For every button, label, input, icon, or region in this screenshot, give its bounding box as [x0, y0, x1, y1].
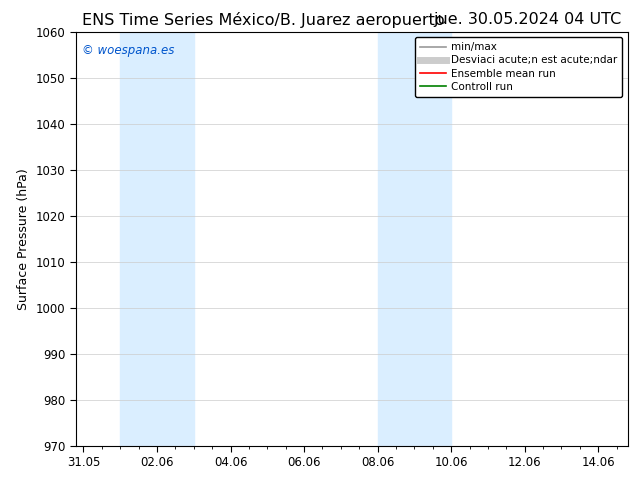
- Y-axis label: Surface Pressure (hPa): Surface Pressure (hPa): [17, 168, 30, 310]
- Text: ENS Time Series México/B. Juarez aeropuerto: ENS Time Series México/B. Juarez aeropue…: [82, 12, 445, 28]
- Text: © woespana.es: © woespana.es: [82, 44, 174, 57]
- Bar: [378, 32, 451, 446]
- Text: jue. 30.05.2024 04 UTC: jue. 30.05.2024 04 UTC: [433, 12, 621, 27]
- Bar: [120, 32, 194, 446]
- Legend: min/max, Desviaci acute;n est acute;ndar, Ensemble mean run, Controll run: min/max, Desviaci acute;n est acute;ndar…: [415, 37, 623, 97]
